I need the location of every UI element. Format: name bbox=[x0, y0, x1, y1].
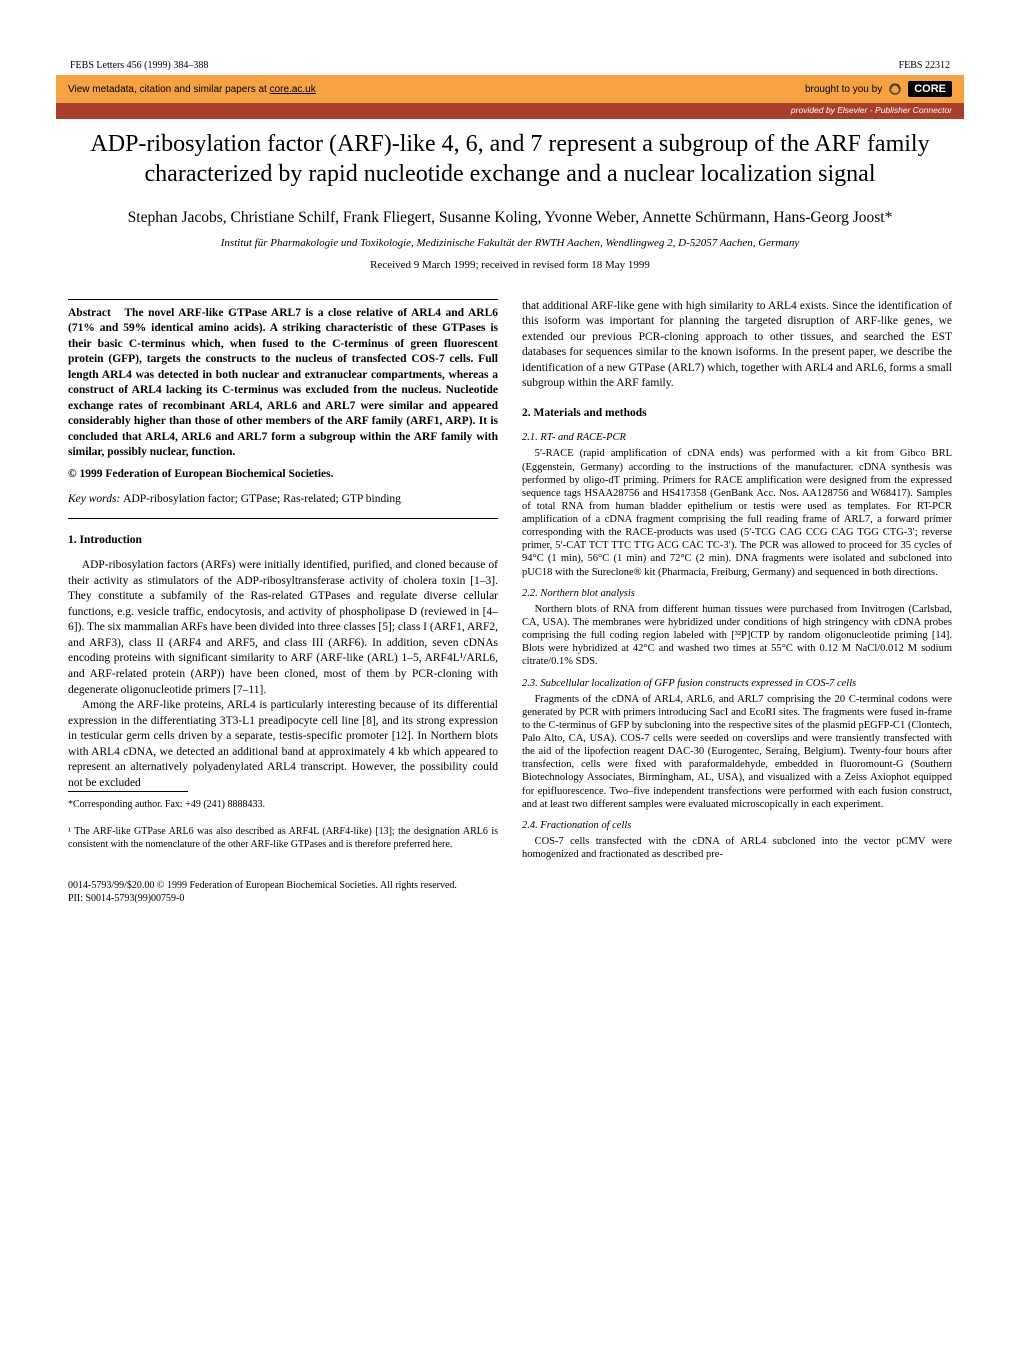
m22-body: Northern blots of RNA from different hum… bbox=[522, 603, 952, 669]
right-column: that additional ARF-like gene with high … bbox=[522, 299, 952, 862]
core-sub-bar: provided by Elsevier - Publisher Connect… bbox=[56, 103, 964, 119]
page-footer: 0014-5793/99/$20.00 © 1999 Federation of… bbox=[68, 879, 952, 905]
m21-heading: 2.1. RT- and RACE-PCR bbox=[522, 431, 952, 445]
m23-body: Fragments of the cDNA of ARL4, ARL6, and… bbox=[522, 693, 952, 811]
corresponding-footnote: *Corresponding author. Fax: +49 (241) 88… bbox=[68, 798, 498, 811]
intro-p2: Among the ARF-like proteins, ARL4 is par… bbox=[68, 698, 498, 791]
core-link[interactable]: core.ac.uk bbox=[270, 84, 316, 95]
febs-id: FEBS 22312 bbox=[899, 60, 950, 71]
abstract-text: Abstract The novel ARF-like GTPase ARL7 … bbox=[68, 306, 498, 461]
keywords-text: ADP-ribosylation factor; GTPase; Ras-rel… bbox=[123, 493, 401, 505]
left-column: Abstract The novel ARF-like GTPase ARL7 … bbox=[68, 299, 498, 862]
core-overlay-bar: View metadata, citation and similar pape… bbox=[56, 75, 964, 103]
arl6-footnote: ¹ The ARF-like GTPase ARL6 was also desc… bbox=[68, 825, 498, 851]
journal-header: FEBS Letters 456 (1999) 384–388 FEBS 223… bbox=[68, 60, 952, 71]
affiliation: Institut für Pharmakologie und Toxikolog… bbox=[68, 237, 952, 249]
core-left-text: View metadata, citation and similar pape… bbox=[68, 84, 316, 95]
page-container: FEBS Letters 456 (1999) 384–388 FEBS 223… bbox=[0, 0, 1020, 945]
abstract-copyright: © 1999 Federation of European Biochemica… bbox=[68, 467, 498, 483]
intro-continuation: that additional ARF-like gene with high … bbox=[522, 299, 952, 392]
abstract-top-rule bbox=[68, 299, 498, 300]
intro-heading: 1. Introduction bbox=[68, 533, 498, 549]
m23-heading: 2.3. Subcellular localization of GFP fus… bbox=[522, 677, 952, 691]
footnote-rule-1 bbox=[68, 791, 188, 792]
methods-body: 2.1. RT- and RACE-PCR 5′-RACE (rapid amp… bbox=[522, 431, 952, 861]
core-swirl-icon bbox=[888, 82, 902, 96]
core-logo[interactable]: CORE bbox=[908, 81, 952, 97]
author-list: Stephan Jacobs, Christiane Schilf, Frank… bbox=[68, 207, 952, 229]
m24-body: COS-7 cells transfected with the cDNA of… bbox=[522, 835, 952, 861]
m21-body: 5′-RACE (rapid amplification of cDNA end… bbox=[522, 447, 952, 578]
two-column-body: Abstract The novel ARF-like GTPase ARL7 … bbox=[68, 299, 952, 862]
core-provider: provided by Elsevier - Publisher Connect… bbox=[791, 105, 952, 115]
keywords-bottom-rule bbox=[68, 518, 498, 519]
received-dates: Received 9 March 1999; received in revis… bbox=[68, 259, 952, 271]
m22-heading: 2.2. Northern blot analysis bbox=[522, 587, 952, 601]
methods-heading: 2. Materials and methods bbox=[522, 406, 952, 422]
core-right-block: brought to you by CORE bbox=[805, 81, 952, 97]
keywords-label: Key words: bbox=[68, 493, 120, 505]
core-brought-by: brought to you by bbox=[805, 84, 882, 95]
m24-heading: 2.4. Fractionation of cells bbox=[522, 819, 952, 833]
footnote-spacer bbox=[68, 811, 498, 825]
abstract-block: Abstract The novel ARF-like GTPase ARL7 … bbox=[68, 306, 498, 483]
article-title: ADP-ribosylation factor (ARF)-like 4, 6,… bbox=[68, 129, 952, 189]
footer-pii: PII: S0014-5793(99)00759-0 bbox=[68, 892, 952, 905]
footer-copyright: 0014-5793/99/$20.00 © 1999 Federation of… bbox=[68, 879, 952, 892]
copyright-text: © 1999 Federation of European Biochemica… bbox=[68, 468, 334, 480]
keywords-block: Key words: ADP-ribosylation factor; GTPa… bbox=[68, 492, 498, 508]
abstract-label: Abstract bbox=[68, 307, 111, 319]
journal-ref: FEBS Letters 456 (1999) 384–388 bbox=[70, 60, 208, 71]
intro-p1: ADP-ribosylation factors (ARFs) were ini… bbox=[68, 558, 498, 698]
abstract-body: The novel ARF-like GTPase ARL7 is a clos… bbox=[68, 307, 498, 459]
core-prefix: View metadata, citation and similar pape… bbox=[68, 84, 270, 95]
